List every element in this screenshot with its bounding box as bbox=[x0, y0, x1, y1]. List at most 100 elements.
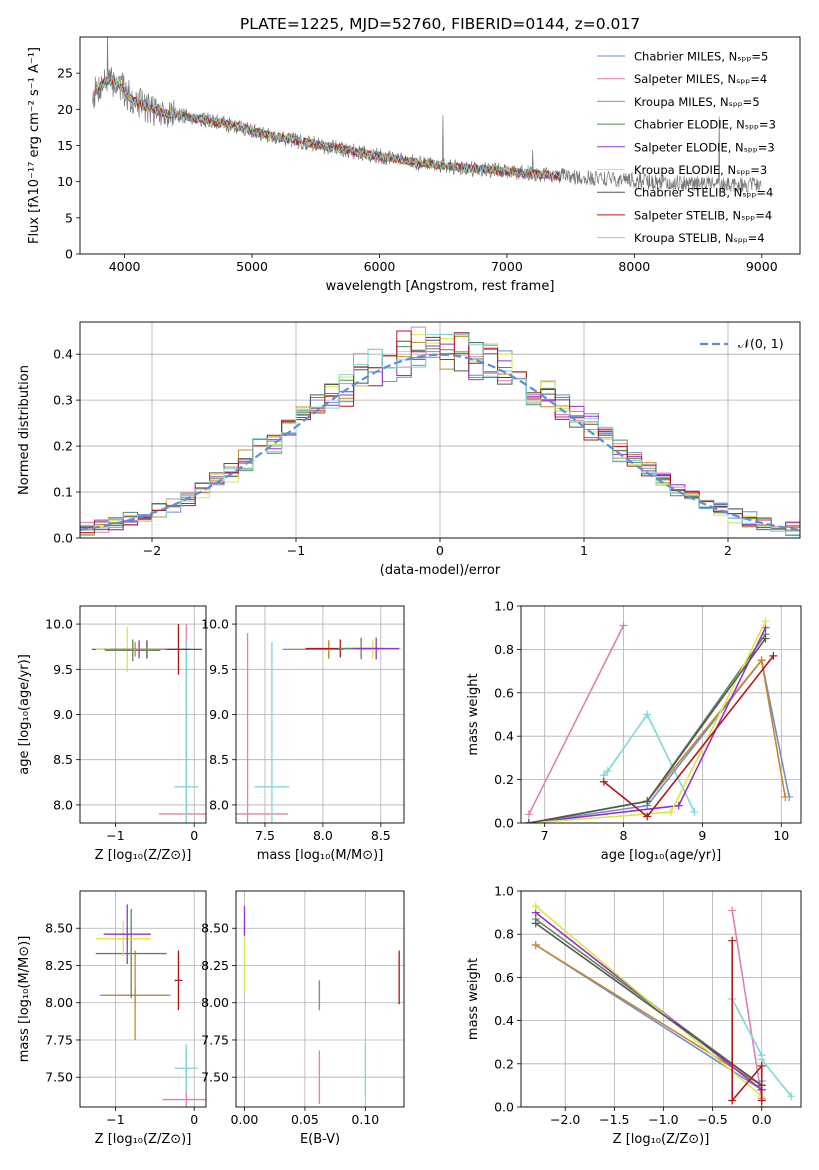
weight-marker bbox=[757, 656, 766, 665]
y-tick-label: 0 bbox=[65, 247, 73, 262]
weight-marker bbox=[524, 819, 533, 823]
weight-marker bbox=[761, 634, 770, 643]
panel-5: 7 8 9 10 0.0 0.2 0.4 0.6 0.8 1.0 age [log₁₀(age/yr… bbox=[466, 599, 802, 863]
y-tick-label: 7.50 bbox=[201, 1070, 229, 1085]
weight-marker bbox=[599, 777, 608, 786]
y-tick-label: 7.75 bbox=[201, 1032, 229, 1047]
y-tick-label: 0.4 bbox=[494, 729, 514, 744]
y-axis-label: mass weight bbox=[466, 958, 481, 1040]
weight-line bbox=[528, 620, 767, 823]
axes-frame bbox=[79, 890, 207, 1108]
axes: −1 0 7.50 7.75 8.00 8.25 8.50 Z [log₁₀(Z/Z⊙)] ma… bbox=[17, 890, 207, 1147]
model-spectrum-line bbox=[92, 76, 561, 179]
y-tick-label: 1.0 bbox=[494, 599, 514, 614]
y-tick-label: 10.0 bbox=[201, 617, 229, 632]
y-tick-label: 7.50 bbox=[45, 1070, 73, 1085]
x-tick-label: 6000 bbox=[364, 259, 396, 274]
y-tick-label: 8.5 bbox=[209, 752, 229, 767]
weight-line bbox=[535, 922, 763, 1087]
axes: 0.00 0.05 0.10 7.50 7.75 8.00 8.25 8.50 E(B-V) bbox=[201, 890, 405, 1147]
axes: −2 −1 0 1 2 0.0 0.1 0.2 0.3 0.4 (data-model)/error… bbox=[17, 321, 801, 578]
y-tick-label: 20 bbox=[57, 102, 73, 117]
x-tick-label: 7.5 bbox=[255, 828, 275, 843]
legend-label: Kroupa ELODIE, Nₛₚₚ=3 bbox=[634, 163, 767, 177]
model-spectrum-line bbox=[92, 77, 561, 181]
weight-marker bbox=[666, 808, 675, 817]
x-axis-label: Z [log₁₀(Z/Z⊙)] bbox=[95, 848, 192, 863]
model-spectrum-line bbox=[92, 76, 561, 181]
x-tick-label: 0 bbox=[190, 828, 198, 843]
x-axis-label: wavelength [Angstrom, rest frame] bbox=[326, 279, 555, 294]
model-spectrum-line bbox=[92, 76, 561, 180]
y-tick-label: 0.0 bbox=[494, 1100, 514, 1115]
grid-lines bbox=[80, 606, 206, 823]
weight-marker bbox=[643, 710, 652, 719]
legend-label: Salpeter ELODIE, Nₛₚₚ=3 bbox=[634, 140, 775, 154]
plot-area bbox=[92, 37, 762, 194]
y-axis-label: mass weight bbox=[466, 673, 481, 755]
y-axis-label: age [log₁₀(age/yr)] bbox=[17, 654, 32, 775]
grid-lines bbox=[80, 891, 206, 1107]
x-tick-label: 0.00 bbox=[231, 1112, 259, 1127]
model-spectrum-line bbox=[92, 76, 561, 181]
weight-line bbox=[528, 658, 786, 823]
legend-label: Chabrier ELODIE, Nₛₚₚ=3 bbox=[634, 118, 776, 132]
axes: −2.0 −1.5 −1.0 −0.5 0.0 0.0 0.2 0.4 0.6 0.8 1.0 Z [… bbox=[466, 884, 802, 1147]
weight-line bbox=[603, 712, 696, 813]
panel-6: −1 0 7.50 7.75 8.00 8.25 8.50 Z [log₁₀(Z/Z⊙)] ma… bbox=[17, 890, 207, 1147]
legend: 𝒩(0, 1) bbox=[700, 336, 784, 351]
x-tick-label: 10 bbox=[773, 828, 789, 843]
weight-marker bbox=[619, 621, 628, 630]
y-tick-label: 15 bbox=[57, 138, 73, 153]
x-axis-label: Z [log₁₀(Z/Z⊙)] bbox=[95, 1132, 192, 1147]
legend-label: Chabrier MILES, Nₛₚₚ=5 bbox=[634, 50, 768, 64]
x-tick-label: 9000 bbox=[746, 259, 778, 274]
y-tick-label: 0.0 bbox=[53, 531, 73, 546]
y-tick-label: 0.6 bbox=[494, 685, 514, 700]
x-tick-label: 2 bbox=[724, 543, 732, 558]
y-tick-label: 9.5 bbox=[209, 662, 229, 677]
legend-label: Salpeter MILES, Nₛₚₚ=4 bbox=[634, 72, 767, 86]
x-tick-label: 4000 bbox=[109, 259, 141, 274]
axes: 4000 5000 6000 7000 8000 9000 0 5 10 15 20 25 wavele… bbox=[27, 36, 801, 294]
panel-8: −2.0 −1.5 −1.0 −0.5 0.0 0.0 0.2 0.4 0.6 0.8 1.0 Z [… bbox=[466, 884, 802, 1147]
y-tick-label: 0.8 bbox=[494, 927, 514, 942]
x-tick-label: −0.5 bbox=[697, 1112, 727, 1127]
axes-frame bbox=[79, 605, 207, 824]
x-tick-label: 0.10 bbox=[351, 1112, 379, 1127]
figure-title: PLATE=1225, MJD=52760, FIBERID=0144, z=0… bbox=[240, 15, 640, 33]
y-tick-label: 0.1 bbox=[53, 485, 73, 500]
legend-label: Kroupa STELIB, Nₛₚₚ=4 bbox=[634, 231, 765, 245]
histogram-step bbox=[80, 333, 800, 538]
plot-area bbox=[236, 633, 402, 823]
y-tick-label: 0.3 bbox=[53, 393, 73, 408]
plot-area bbox=[95, 904, 206, 1107]
x-tick-label: 9 bbox=[698, 828, 706, 843]
weight-line bbox=[528, 658, 790, 823]
legend-label: Chabrier STELIB, Nₛₚₚ=4 bbox=[634, 186, 773, 200]
y-tick-label: 0.2 bbox=[494, 772, 514, 787]
axes: −1 0 8.0 8.5 9.0 9.5 10.0 Z [log₁₀(Z/Z⊙)] age [l… bbox=[17, 605, 207, 863]
weight-marker bbox=[728, 1096, 737, 1105]
panel-7: 0.00 0.05 0.10 7.50 7.75 8.00 8.25 8.50 E(B-V) bbox=[201, 890, 405, 1147]
x-tick-label: −1.5 bbox=[599, 1112, 629, 1127]
y-tick-label: 0.2 bbox=[53, 439, 73, 454]
weight-marker bbox=[781, 792, 790, 801]
y-tick-label: 0.2 bbox=[494, 1056, 514, 1071]
legend-label: Kroupa MILES, Nₛₚₚ=5 bbox=[634, 95, 760, 109]
axes-frame bbox=[79, 36, 801, 255]
x-tick-label: 0 bbox=[436, 543, 444, 558]
x-tick-label: 7 bbox=[541, 828, 549, 843]
axes-frame bbox=[235, 890, 405, 1108]
y-tick-label: 9.0 bbox=[53, 707, 73, 722]
y-tick-label: 0.8 bbox=[494, 642, 514, 657]
axes: 7.5 8.0 8.5 8.0 8.5 9.0 9.5 10.0 mass [log₁₀(M/M… bbox=[201, 605, 405, 863]
weight-line bbox=[731, 940, 763, 1103]
weight-line bbox=[528, 625, 625, 815]
weight-line bbox=[528, 638, 767, 823]
y-tick-label: 8.0 bbox=[53, 797, 73, 812]
y-tick-label: 8.0 bbox=[209, 797, 229, 812]
x-tick-label: 0.0 bbox=[752, 1112, 772, 1127]
weight-line bbox=[731, 910, 763, 1099]
y-axis-label: mass [log₁₀(M/M⊙)] bbox=[17, 936, 32, 1063]
